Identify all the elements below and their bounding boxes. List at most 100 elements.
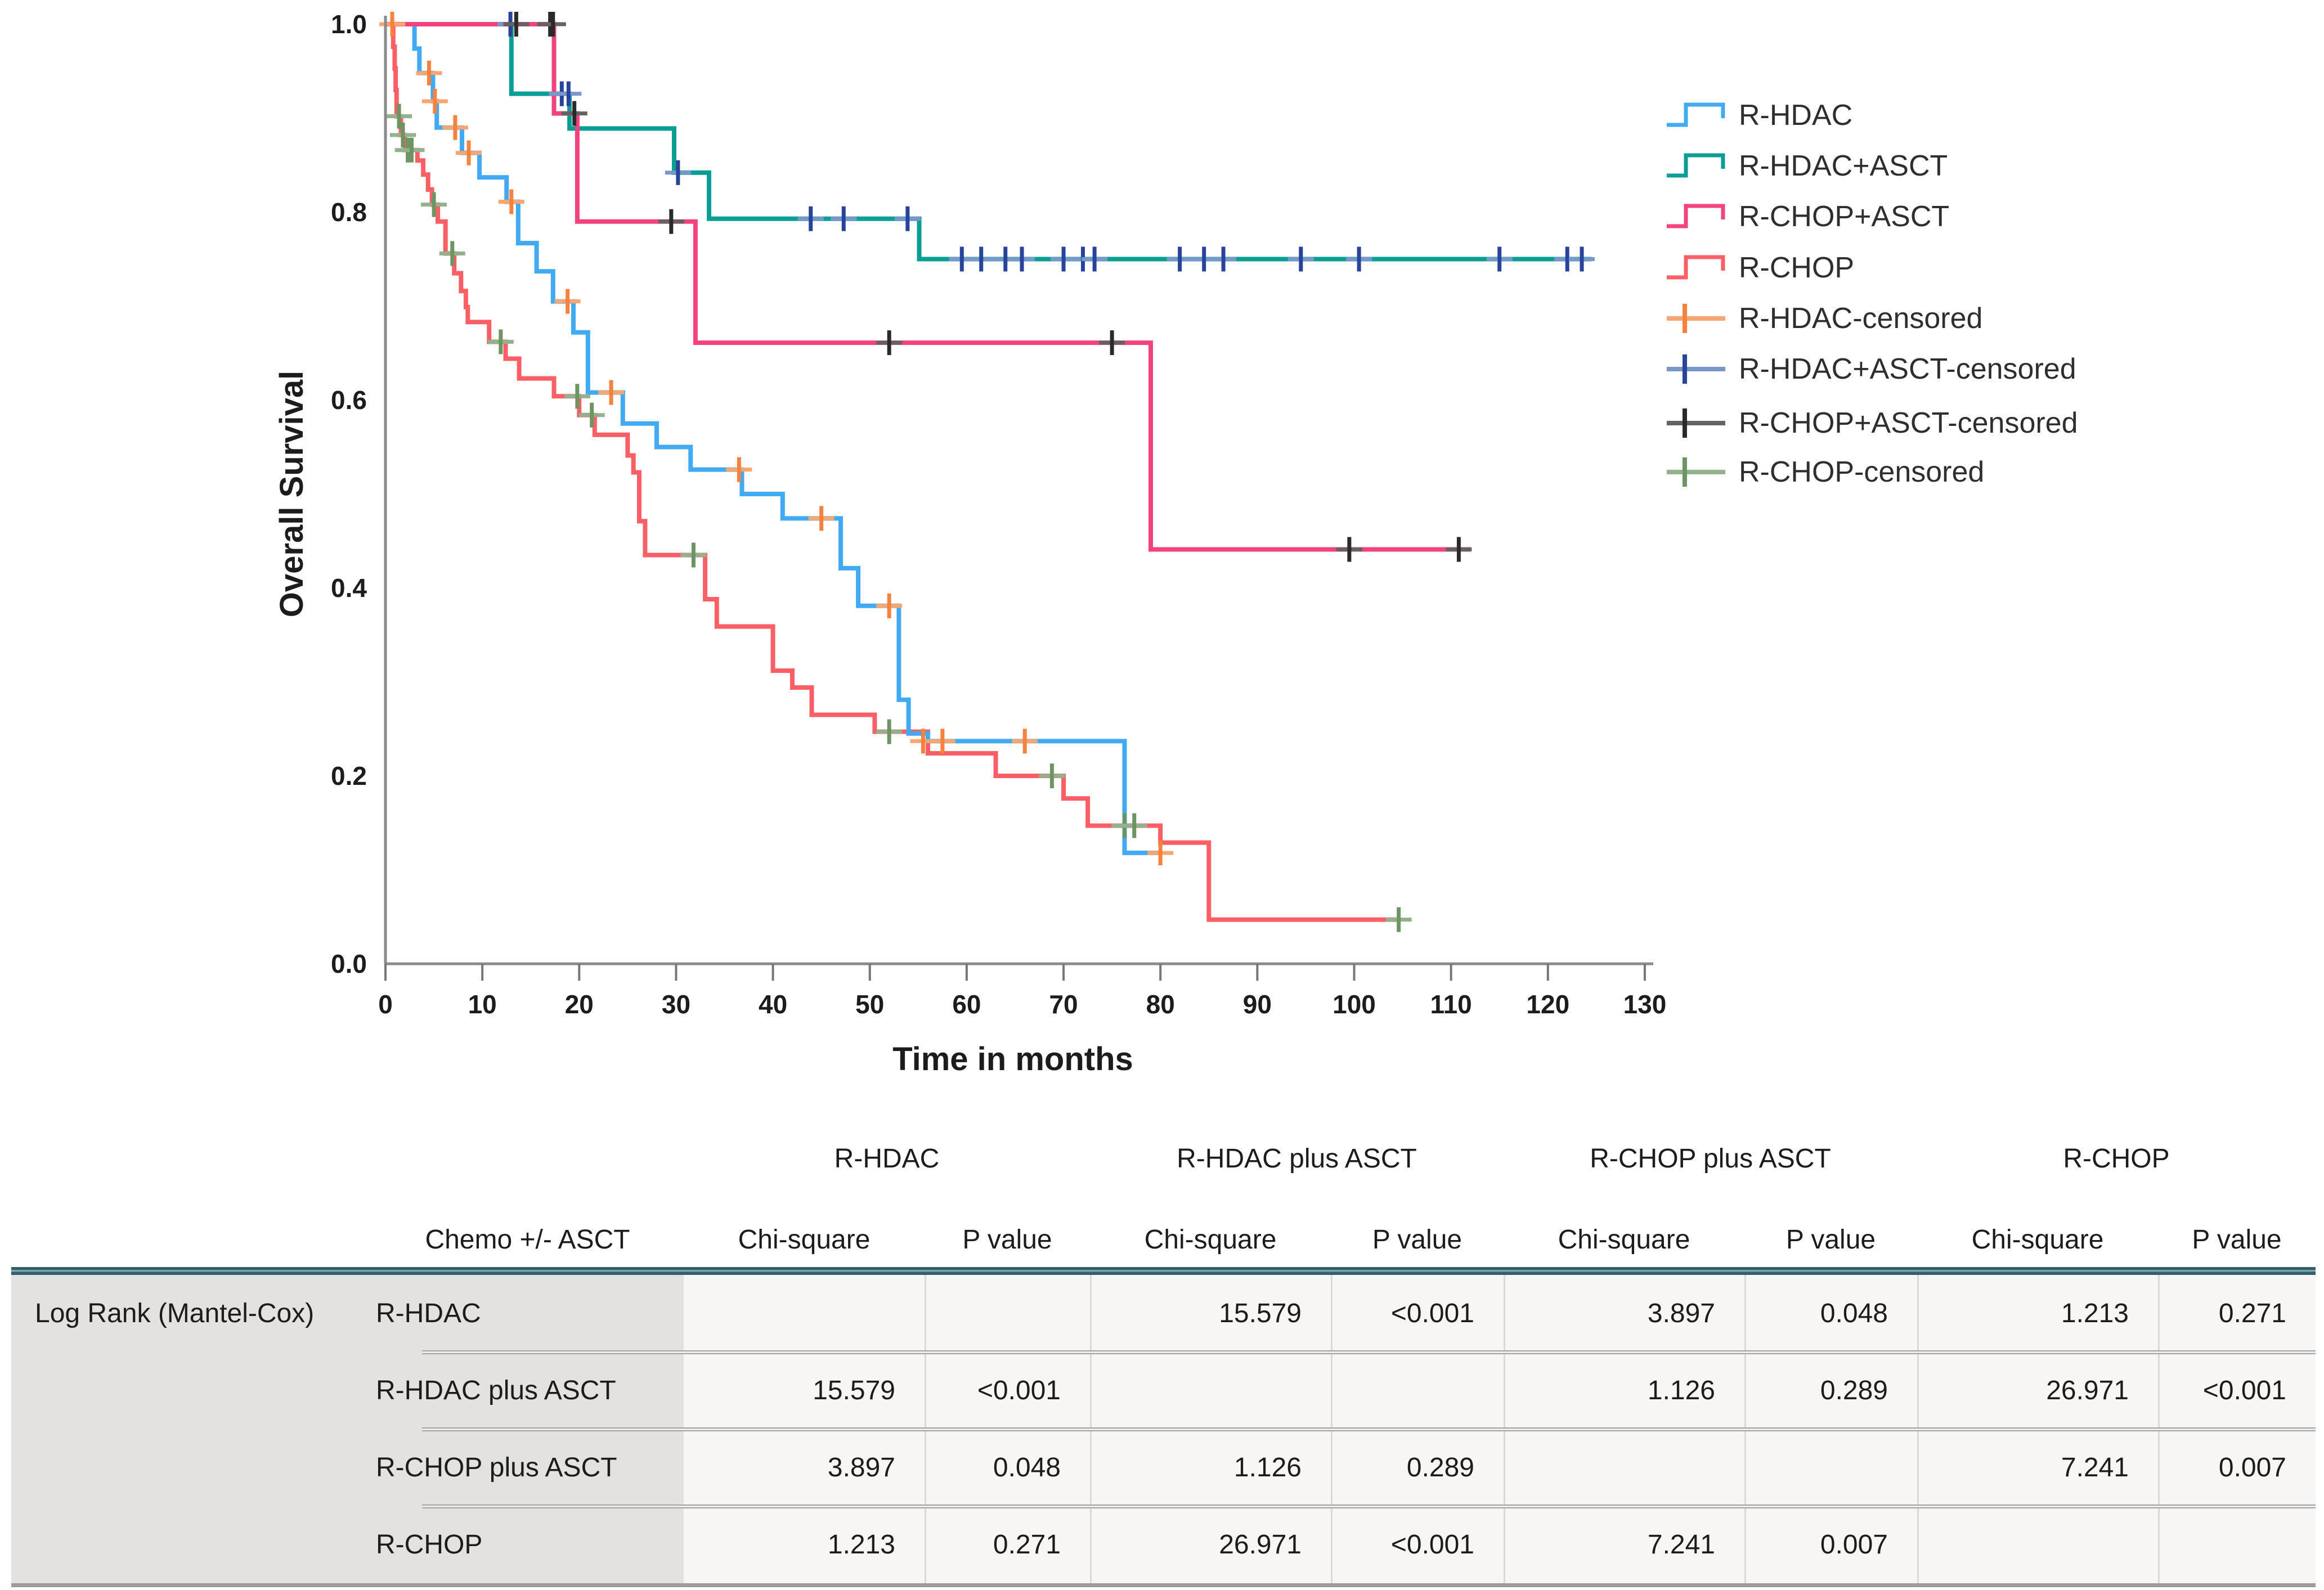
x-tick-label: 70 [1049,990,1078,1019]
table-cell-value: 0.007 [1820,1529,1888,1560]
x-tick-label: 50 [855,990,884,1019]
table-group-header: R-CHOP plus ASCT [1590,1144,1831,1174]
x-tick-label: 120 [1526,990,1569,1019]
y-tick-label: 0.4 [331,573,367,603]
legend-item-r-hdac-censored: R-HDAC-censored [1665,302,1982,335]
censor-marks-r-hdac [379,12,1174,865]
y-tick-label: 0.8 [331,197,367,227]
table-subheader: P value [962,1225,1052,1255]
table-cell-value: 15.579 [813,1375,895,1405]
step-glyph [1667,204,1725,228]
table-row-label: R-CHOP plus ASCT [376,1452,617,1483]
curves-layer [385,22,1592,922]
table-cell-value: 0.048 [993,1452,1061,1483]
censor-marks-r-chop [386,104,1412,932]
y-tick-label: 0.2 [331,761,367,790]
legend-label: R-HDAC [1739,99,1853,132]
table-cell-value: 0.271 [993,1529,1061,1560]
table-cell-value: 26.971 [2046,1375,2129,1405]
table-cell-value: 1.213 [827,1529,895,1560]
table-cell-value: <0.001 [2202,1375,2286,1405]
legend-step-line-icon [1667,153,1725,178]
x-tick-label: 30 [662,990,690,1019]
table-subheader: P value [1372,1225,1462,1255]
table-row-label: R-HDAC [376,1298,481,1328]
y-tick-label: 0.6 [331,385,367,415]
x-tick-label: 40 [759,990,787,1019]
survival-curve-r-hdac+asct [385,22,1592,262]
table-subheader: Chi-square [1144,1225,1277,1255]
legend-label: R-CHOP-censored [1739,456,1985,488]
table-subheader: Chi-square [1558,1225,1690,1255]
table-group-header: R-CHOP [2063,1144,2170,1174]
table-group-header: R-HDAC plus ASCT [1177,1144,1417,1174]
axes-layer: 0 10 20 30 40 50 60 70 80 90 100 110 120 130 0.0 0.2 0.4… [331,10,1666,1019]
table-subheader: Chi-square [738,1225,871,1255]
legend-item-r-chop+asct-censored: R-CHOP+ASCT-censored [1665,407,2078,439]
legend-item-r-chop: R-CHOP [1665,251,1854,284]
table-subheader: Chemo +/- ASCT [425,1225,630,1255]
x-tick-label: 110 [1430,990,1472,1019]
table-row-separator [422,1427,2316,1431]
y-axis-title: Overall Survival [273,371,310,617]
x-tick-label: 90 [1243,990,1272,1019]
legend-label: R-HDAC+ASCT-censored [1739,353,2076,385]
legend-item-r-chop-censored: R-CHOP-censored [1665,456,1984,488]
y-tick-label: 1.0 [331,10,367,39]
table-cell-value: 15.579 [1219,1298,1302,1328]
x-tick-label: 100 [1333,990,1376,1019]
y-tick-label: 0.0 [331,949,367,978]
table-cell-value: 0.048 [1820,1298,1888,1328]
step-glyph [1667,255,1725,280]
table-cell-value: 0.289 [1820,1375,1888,1405]
table-cell-value: 0.289 [1406,1452,1474,1483]
step-glyph [1667,102,1725,127]
legend-step-line-icon [1667,255,1725,280]
table-subheader: P value [2192,1225,2282,1255]
legend-censor-plus-icon [1667,304,1725,333]
survival-curve-r-chop+asct [385,22,1471,552]
survival-curve-r-chop [385,22,1399,922]
legend-censor-plus-icon [1667,457,1725,487]
legend-item-r-hdac+asct: R-HDAC+ASCT [1665,150,1948,182]
table-row-separator [422,1350,2316,1354]
table-corner-label: Log Rank (Mantel-Cox) [35,1298,315,1328]
table-group-header: R-HDAC [834,1144,940,1174]
table-row-separator [422,1504,2316,1508]
censor-marks-layer [379,12,1595,932]
table-cell-value: 3.897 [827,1452,895,1483]
legend-label: R-CHOP [1739,251,1855,284]
x-tick-label: 60 [952,990,981,1019]
legend-censor-plus-icon [1667,354,1725,384]
censor-marks-r-chop+asct [503,12,1472,562]
legend-censor-plus-icon [1667,408,1725,438]
legend-step-line-icon [1667,102,1725,127]
legend-label: R-HDAC-censored [1739,302,1983,335]
x-tick-label: 130 [1623,990,1667,1019]
legend-step-line-icon [1667,204,1725,228]
step-glyph [1667,153,1725,178]
table-cell-value: 26.971 [1219,1529,1302,1560]
x-tick-label: 80 [1146,990,1175,1019]
legend-label: R-HDAC+ASCT [1739,150,1948,182]
table-top-rule [11,1267,2316,1275]
table-bottom-rule [11,1583,2316,1587]
legend-label: R-CHOP+ASCT-censored [1739,407,2078,439]
x-axis-title: Time in months [892,1041,1133,1077]
table-cell-value: 1.213 [2061,1298,2129,1328]
table-cell-value: 7.241 [1647,1529,1715,1560]
legend-item-r-hdac+asct-censored: R-HDAC+ASCT-censored [1665,353,2076,385]
legend-item-r-hdac: R-HDAC [1665,99,1852,132]
x-tick-label: 10 [468,990,497,1019]
table-cell-value: <0.001 [1390,1529,1474,1560]
table-subheader: P value [1785,1225,1876,1255]
table-cell-value: 7.241 [2061,1452,2129,1483]
table-cell-value: 3.897 [1647,1298,1715,1328]
censor-marks-r-hdac+asct [497,12,1595,272]
table-cell-value: 1.126 [1233,1452,1302,1483]
legend-item-r-chop+asct: R-CHOP+ASCT [1665,200,1949,233]
table-cell-value: <0.001 [977,1375,1061,1405]
legend-label: R-CHOP+ASCT [1739,200,1950,233]
table-cell-value: 1.126 [1647,1375,1715,1405]
